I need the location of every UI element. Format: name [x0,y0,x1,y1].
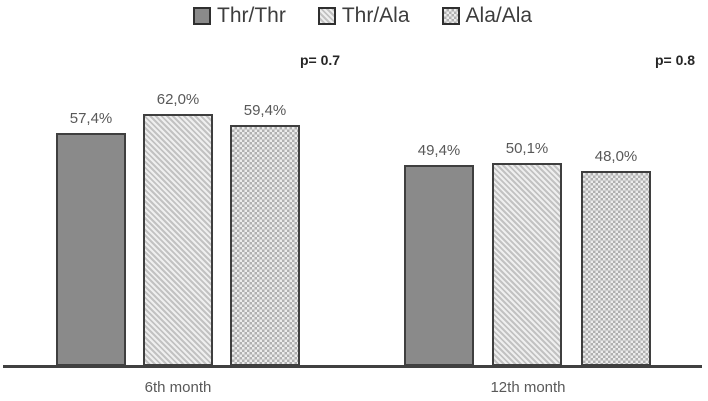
legend-swatch-checker-icon [441,7,460,25]
bar-value-label-thr-ala-6th-month: 62,0% [156,91,200,108]
legend-swatch-hatch-icon [317,7,336,25]
p-value-6th-month: p= 0.7 [300,52,341,68]
bar-thr-ala-12th-month [492,163,562,366]
legend-item-ala-ala: Ala/Ala [441,4,533,28]
bar-thr-thr-12th-month [404,165,474,366]
x-axis-label-6th-month: 6th month [144,379,212,396]
legend-label-thr-thr: Thr/Thr [217,4,286,27]
bar-thr-thr-6th-month [56,133,126,366]
bar-value-label-thr-thr-6th-month: 57,4% [69,110,113,127]
bar-ala-ala-12th-month [581,171,651,366]
legend-label-ala-ala: Ala/Ala [465,4,533,27]
bar-value-label-thr-ala-12th-month: 50,1% [505,140,549,157]
legend-item-thr-thr: Thr/Thr [193,4,286,28]
x-axis-label-12th-month: 12th month [490,379,566,396]
x-axis-line [3,365,702,368]
legend-label-thr-ala: Thr/Ala [341,4,410,27]
bar-value-label-thr-thr-12th-month: 49,4% [417,142,461,159]
chart-legend: Thr/Thr Thr/Ala Ala/Ala [193,4,532,28]
p-value-12th-month: p= 0.8 [655,52,696,68]
legend-swatch-solid-icon [193,7,211,25]
bar-value-label-ala-ala-12th-month: 48,0% [594,148,638,165]
legend-item-thr-ala: Thr/Ala [317,4,410,28]
bar-value-label-ala-ala-6th-month: 59,4% [243,102,287,119]
bar-ala-ala-6th-month [230,125,300,366]
bar-thr-ala-6th-month [143,114,213,366]
